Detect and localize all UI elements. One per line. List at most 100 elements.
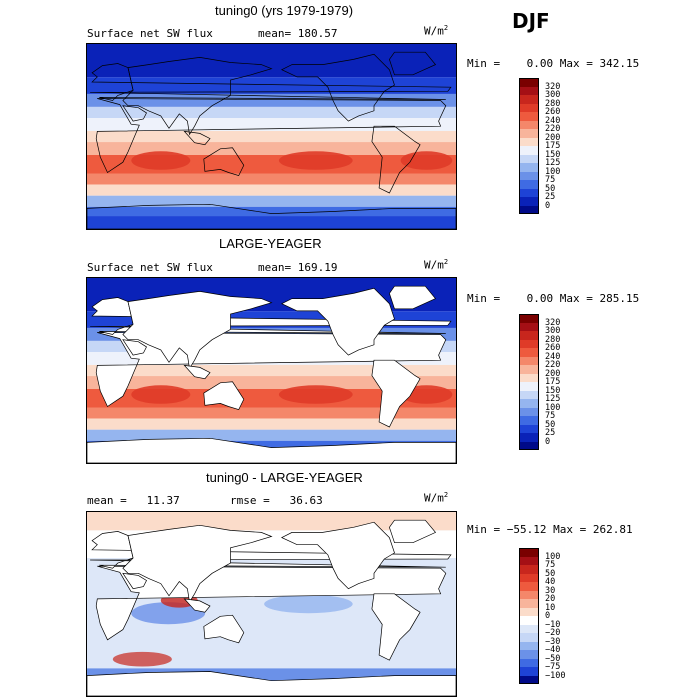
colorbar-swatch [519, 331, 539, 340]
colorbar-tick-label: −10 [545, 619, 561, 630]
colorbar-swatch [519, 607, 539, 616]
map-field-patch [264, 594, 353, 614]
map-coastline [280, 53, 395, 122]
colorbar-tick-label: 200 [545, 132, 561, 143]
panel-1-stat: mean= 180.57 [258, 27, 338, 40]
colorbar-tick-label: 50 [545, 568, 556, 579]
colorbar-swatch [519, 137, 539, 146]
colorbar-tick-label: 150 [545, 385, 561, 396]
colorbar-tick-label: 200 [545, 368, 561, 379]
map-band [87, 206, 456, 217]
colorbar-swatch [519, 407, 539, 416]
colorbar-swatch [519, 590, 539, 599]
map-band [87, 429, 456, 441]
colorbar-tick-label: −40 [545, 645, 561, 655]
colorbar-tick-label: 0 [545, 611, 551, 621]
map-field-patch [278, 385, 353, 404]
map-band [87, 195, 456, 207]
panel-1-left-label: Surface net SW flux [87, 27, 213, 40]
colorbar-tick-label: 280 [545, 334, 561, 345]
colorbar-tick-label: 0 [545, 436, 551, 447]
colorbar-tick-label: 20 [545, 594, 556, 604]
map-field-patch [131, 385, 191, 404]
colorbar-swatch [519, 103, 539, 112]
map-coastline [389, 285, 437, 310]
colorbar-swatch [519, 180, 539, 189]
colorbar-swatch [519, 675, 539, 684]
colorbar-tick-label: 10 [545, 602, 556, 613]
colorbar-swatch [519, 188, 539, 197]
colorbar-tick-label: 260 [545, 107, 561, 117]
colorbar-swatch [519, 433, 539, 442]
colorbar-tick-label: 320 [545, 317, 561, 328]
colorbar-swatch [519, 171, 539, 180]
colorbar-tick-label: 125 [545, 394, 561, 404]
map-band [87, 407, 456, 419]
colorbar-swatch [519, 197, 539, 206]
panel-2-minmax: Min = 0.00 Max = 285.15 [467, 292, 640, 305]
panel-1-units: W/m2 [424, 24, 449, 38]
colorbar-tick-label: 75 [545, 175, 556, 185]
colorbar-swatch [519, 120, 539, 129]
colorbar-tick-label: 75 [545, 411, 556, 421]
panel-3-map [86, 511, 457, 697]
panel-3-mean: mean = 11.37 [87, 494, 180, 507]
map-coastline [389, 51, 437, 76]
map-coastline [122, 572, 147, 590]
colorbar-tick-label: 300 [545, 90, 561, 100]
colorbar-swatch [519, 441, 539, 450]
colorbar-swatch [519, 624, 539, 633]
panel-1-title: tuning0 (yrs 1979-1979) [215, 3, 354, 18]
panel-2-left-label: Surface net SW flux [87, 261, 213, 274]
colorbar-swatch [519, 78, 539, 87]
colorbar-tick-label: −100 [545, 670, 566, 681]
colorbar-tick-label: 40 [545, 577, 556, 587]
colorbar-swatch [519, 573, 539, 582]
panel-3-units: W/m2 [424, 491, 449, 505]
colorbar-swatch [519, 633, 539, 642]
colorbar-tick-label: 30 [545, 585, 556, 596]
map-coastline [122, 291, 273, 370]
map-band [87, 77, 456, 94]
map-field-patch [131, 151, 191, 170]
colorbar-swatch [519, 582, 539, 591]
colorbar-swatch [519, 112, 539, 121]
colorbar-tick-label: 175 [545, 377, 561, 387]
panel-1-map [86, 43, 457, 230]
colorbar-swatch [519, 548, 539, 557]
colorbar-swatch [519, 424, 539, 433]
colorbar-swatch [519, 416, 539, 425]
colorbar-tick-label: 240 [545, 351, 561, 362]
colorbar-swatch [519, 163, 539, 172]
panel-2-units: W/m2 [424, 258, 449, 272]
map-band [87, 130, 456, 143]
colorbar-tick-label: 25 [545, 192, 556, 202]
colorbar-tick-label: 50 [545, 183, 556, 194]
map-coastline [87, 437, 456, 463]
map-coastline [183, 364, 211, 380]
colorbar-tick-label: 260 [545, 343, 561, 353]
map-band [87, 93, 456, 107]
colorbar-tick-label: 75 [545, 560, 556, 570]
colorbar-swatch [519, 399, 539, 408]
panel-1-map-svg [87, 44, 456, 229]
map-coastline [371, 359, 421, 428]
map-coastline [203, 147, 245, 177]
map-coastline [371, 125, 421, 194]
colorbar-tick-label: 150 [545, 149, 561, 160]
colorbar-swatch [519, 95, 539, 104]
colorbar-tick-label: −20 [545, 628, 561, 638]
colorbar-tick-label: −50 [545, 653, 561, 664]
colorbar-swatch [519, 154, 539, 163]
map-band [87, 142, 456, 155]
panel-3-title: tuning0 - LARGE-YEAGER [206, 470, 363, 485]
map-coastline [122, 105, 147, 122]
map-coastline [203, 614, 245, 644]
panel-3-map-svg [87, 512, 456, 696]
colorbar-swatch [519, 390, 539, 399]
map-coastline [95, 98, 447, 174]
colorbar-swatch [519, 650, 539, 659]
map-coastline [87, 671, 456, 696]
colorbar-swatch [519, 565, 539, 574]
colorbar-swatch [519, 373, 539, 382]
